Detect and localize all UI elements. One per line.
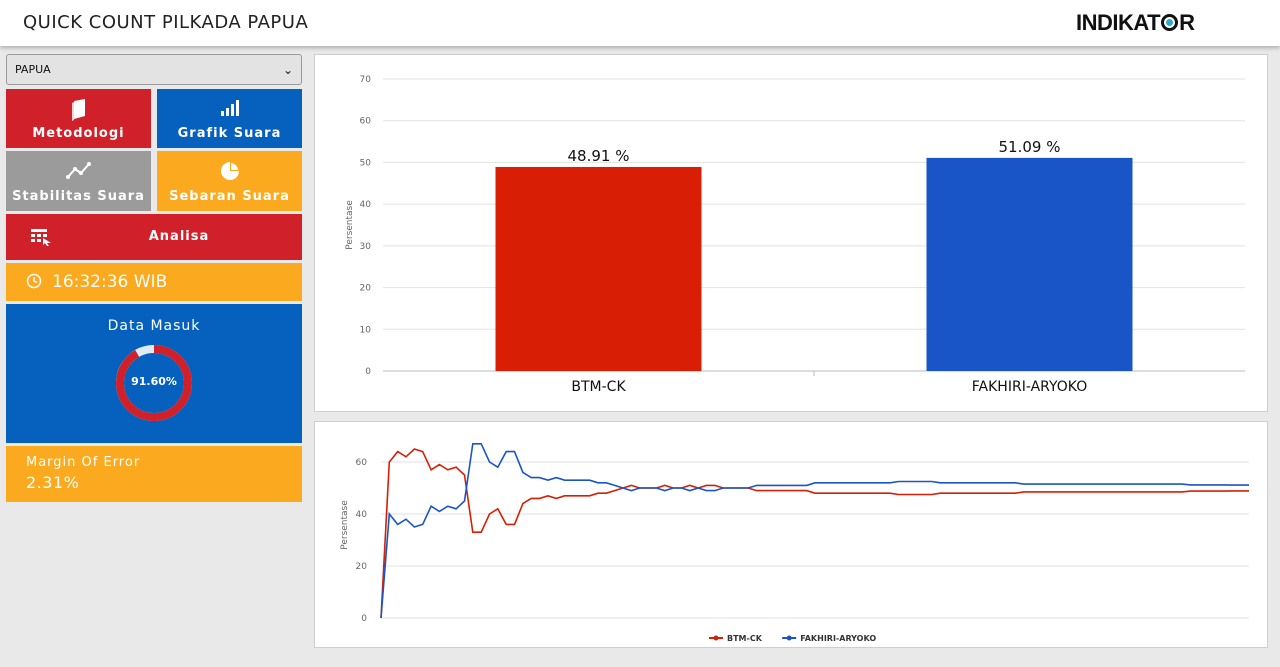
y-tick-label: 40 <box>356 510 368 520</box>
clock-tile: 16:32:36 WIB <box>6 263 302 301</box>
y-tick-label: 60 <box>360 117 372 127</box>
y-tick-label: 0 <box>361 614 367 624</box>
menu-tile-label: Stabilitas Suara <box>12 189 145 204</box>
vote-bar-chart: 0 10 20 30 40 50 60 70 48.91 % 51.09 % BTM-CK FAK… <box>345 75 1245 395</box>
data-masuk-percent: 91.60% <box>131 375 177 388</box>
legend-label: FAKHIRI-ARYOKO <box>800 634 876 643</box>
table-analysis-icon <box>31 229 51 246</box>
chevron-down-icon: ⌄ <box>282 62 293 77</box>
y-axis-label: Persentase <box>345 200 355 250</box>
logo-text-part: INDIKAT <box>1076 10 1161 35</box>
margin-of-error-label: Margin Of Error <box>26 455 141 470</box>
y-tick-label: 10 <box>360 325 372 335</box>
data-masuk-tile: Data Masuk 91.60% <box>6 304 302 443</box>
y-axis-label: Persentase <box>340 500 350 550</box>
margin-of-error-tile: Margin Of Error 2.31% <box>6 446 302 502</box>
menu-tile-label: Metodologi <box>32 126 125 141</box>
line-chart-panel: 0 20 40 60 BTM-CK FAKHIRI-ARYOKO Persentase <box>314 421 1268 648</box>
clock-icon <box>26 273 42 289</box>
book-icon <box>71 99 85 121</box>
bar-fakhiri-aryoko <box>926 157 1133 371</box>
legend-label: BTM-CK <box>727 634 763 643</box>
bar-data-label: 51.09 % <box>999 138 1061 156</box>
legend-dot-marker <box>713 635 719 641</box>
bar-chart-icon <box>220 100 239 116</box>
indikator-logo[interactable]: INDIKAT R <box>1076 10 1195 36</box>
line-chart-icon <box>65 162 91 179</box>
bar-data-label: 48.91 % <box>568 147 630 165</box>
legend-dot-marker <box>786 635 792 641</box>
y-tick-label: 50 <box>360 158 372 168</box>
menu-tile-label: Analisa <box>148 229 210 244</box>
bar-btm-ck <box>495 166 702 371</box>
region-select-value: PAPUA <box>15 63 51 76</box>
menu-tile-grafik-suara[interactable]: Grafik Suara <box>157 89 302 148</box>
menu-tile-sebaran-suara[interactable]: Sebaran Suara <box>157 151 302 211</box>
menu-tile-metodologi[interactable]: Metodologi <box>6 89 151 148</box>
menu-tile-stabilitas-suara[interactable]: Stabilitas Suara <box>6 151 151 211</box>
y-tick-label: 40 <box>360 200 372 210</box>
x-category-label: FAKHIRI-ARYOKO <box>972 379 1087 395</box>
stability-line-chart: 0 20 40 60 BTM-CK FAKHIRI-ARYOKO Persentase <box>340 442 1249 643</box>
y-tick-label: 30 <box>360 242 372 252</box>
menu-tile-analisa[interactable]: Analisa <box>6 214 302 260</box>
margin-of-error-value: 2.31% <box>26 473 80 492</box>
logo-o-icon <box>1161 14 1179 31</box>
bar-chart-panel: 0 10 20 30 40 50 60 70 48.91 % 51.09 % BTM-CK FAK… <box>314 54 1268 412</box>
top-bar: QUICK COUNT PILKADA PAPUA INDIKAT R <box>0 0 1280 46</box>
menu-tile-label: Grafik Suara <box>177 126 282 141</box>
series-line-btm-ck <box>380 448 1249 619</box>
series-line-fakhiri-aryoko <box>380 442 1249 619</box>
y-tick-label: 70 <box>360 75 372 85</box>
menu-tile-label: Sebaran Suara <box>169 189 290 204</box>
pie-chart-icon <box>220 162 239 180</box>
y-tick-label: 20 <box>356 562 368 572</box>
region-select[interactable]: PAPUA ⌄ <box>6 54 302 85</box>
y-tick-label: 0 <box>365 367 371 377</box>
x-category-label: BTM-CK <box>571 379 626 395</box>
clock-time: 16:32:36 WIB <box>52 272 168 292</box>
y-tick-label: 60 <box>356 458 368 468</box>
donut-progress-arc <box>116 345 192 421</box>
logo-text-part: R <box>1179 10 1195 35</box>
page-title: QUICK COUNT PILKADA PAPUA <box>23 12 309 33</box>
data-masuk-title: Data Masuk <box>107 318 201 334</box>
y-tick-label: 20 <box>360 284 372 294</box>
data-masuk-donut <box>116 345 192 421</box>
